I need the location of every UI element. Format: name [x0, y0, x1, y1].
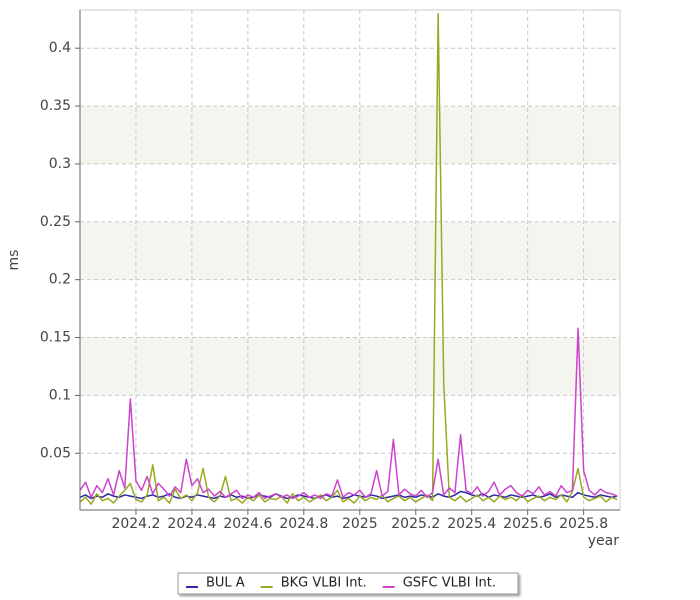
band — [80, 221, 620, 280]
series-line — [80, 490, 618, 500]
y-tick-label: 0.15 — [40, 330, 71, 346]
y-tick-label: 0.3 — [49, 156, 71, 172]
legend-box — [177, 572, 519, 595]
y-tick-label: 0.35 — [40, 98, 71, 114]
band — [80, 337, 620, 396]
y-tick-label: 0.25 — [40, 214, 71, 230]
axes: 0.05 0.1 0.15 0.2 0.25 0.3 0.35 0.4 2024.2 2024.4… — [40, 10, 620, 532]
x-tick-label: 2024.8 — [279, 516, 328, 532]
x-tick-label: 2025.4 — [447, 516, 496, 532]
x-tick-label: 2025.6 — [503, 516, 552, 532]
x-tick-label: 2024.2 — [111, 516, 160, 532]
y-tick-label: 0.4 — [49, 40, 71, 56]
y-tick-label: 0.2 — [49, 272, 71, 288]
legend-label: BKG VLBI Int. — [281, 576, 367, 591]
plot-lines — [80, 12, 618, 505]
y-axis-label: ms — [6, 250, 22, 271]
y-tick-label: 0.05 — [40, 445, 71, 461]
band — [80, 106, 620, 164]
x-tick-label: 2025.8 — [559, 516, 608, 532]
x-tick-label: 2025.2 — [391, 516, 440, 532]
bands — [80, 106, 620, 396]
x-tick-label: 2024.6 — [223, 516, 272, 532]
legend: BUL A BKG VLBI Int. GSFC VLBI Int. — [186, 576, 496, 591]
y-tick-label: 0.1 — [49, 387, 71, 403]
series-line — [80, 12, 618, 505]
x-axis-label: year — [588, 533, 619, 549]
legend-label: GSFC VLBI Int. — [403, 576, 496, 591]
x-tick-label: 2024.4 — [167, 516, 216, 532]
x-tick-label: 2025 — [342, 516, 378, 532]
series-line — [80, 327, 618, 500]
legend-label: BUL A — [206, 576, 245, 591]
